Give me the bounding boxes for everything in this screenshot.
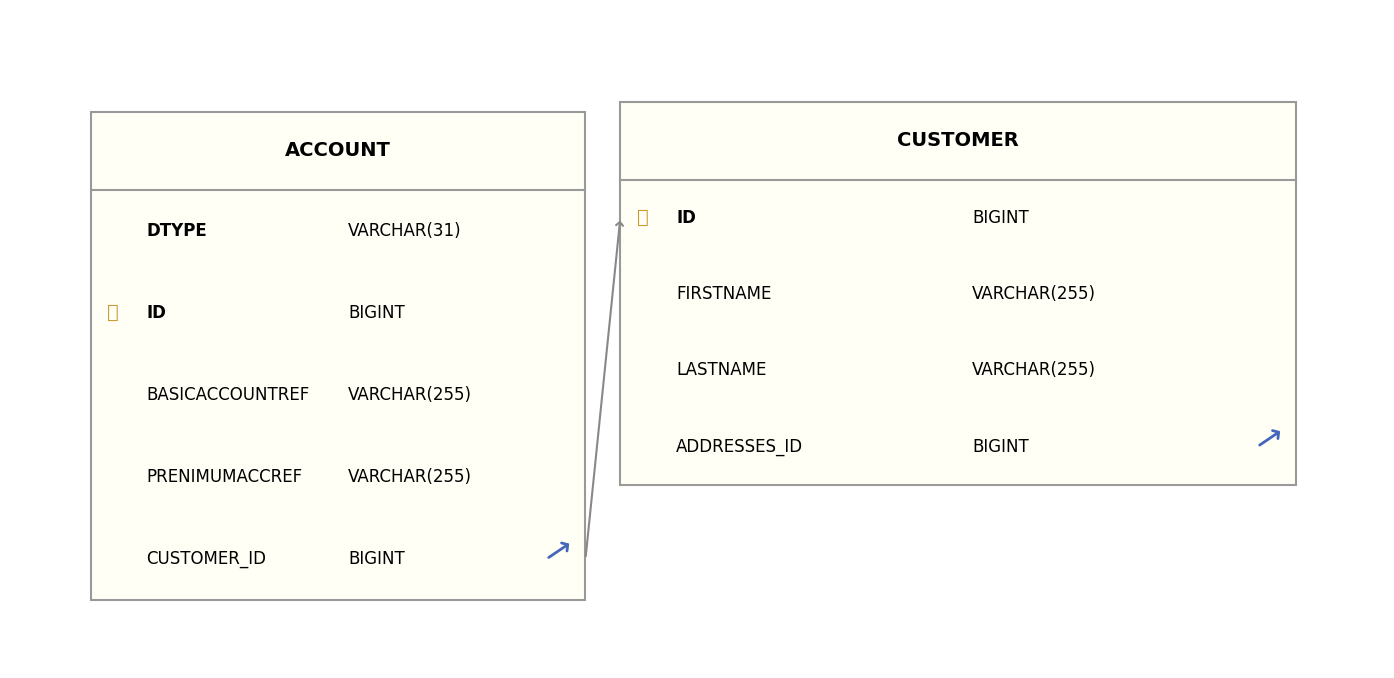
Text: BASICACCOUNTREF: BASICACCOUNTREF xyxy=(146,386,309,404)
Text: BIGINT: BIGINT xyxy=(972,437,1029,456)
Text: VARCHAR(255): VARCHAR(255) xyxy=(972,285,1096,303)
Text: CUSTOMER: CUSTOMER xyxy=(898,131,1019,151)
Text: ACCOUNT: ACCOUNT xyxy=(286,141,390,161)
Bar xyxy=(620,102,1296,485)
Text: BIGINT: BIGINT xyxy=(972,209,1029,227)
Text: BIGINT: BIGINT xyxy=(348,304,404,322)
Bar xyxy=(91,112,585,600)
Text: ID: ID xyxy=(146,304,166,322)
Text: ADDRESSES_ID: ADDRESSES_ID xyxy=(676,437,803,456)
Text: VARCHAR(31): VARCHAR(31) xyxy=(348,222,461,240)
Text: ⚿: ⚿ xyxy=(637,208,648,227)
Text: ⚿: ⚿ xyxy=(107,303,118,323)
Text: FIRSTNAME: FIRSTNAME xyxy=(676,285,771,303)
Text: VARCHAR(255): VARCHAR(255) xyxy=(348,468,473,486)
Text: CUSTOMER_ID: CUSTOMER_ID xyxy=(146,550,266,568)
Text: LASTNAME: LASTNAME xyxy=(676,361,767,380)
Text: ID: ID xyxy=(676,209,696,227)
Text: PRENIMUMACCREF: PRENIMUMACCREF xyxy=(146,468,302,486)
Text: VARCHAR(255): VARCHAR(255) xyxy=(348,386,473,404)
Text: VARCHAR(255): VARCHAR(255) xyxy=(972,361,1096,380)
Text: BIGINT: BIGINT xyxy=(348,550,404,568)
Text: DTYPE: DTYPE xyxy=(146,222,208,240)
